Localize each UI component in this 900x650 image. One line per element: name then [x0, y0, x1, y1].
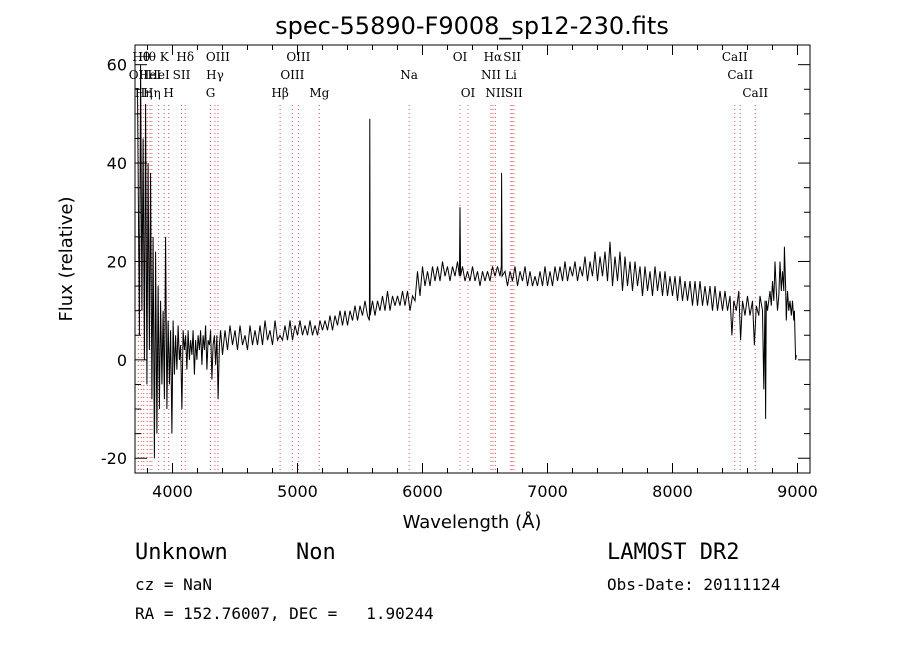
sky-coordinates: RA = 152.76007, DEC = 1.90244 — [135, 604, 434, 623]
y-tick-label-60: 60 — [107, 56, 127, 75]
line-label-21: NII — [481, 68, 501, 82]
line-label-23: NII — [485, 86, 505, 100]
line-label-12: Hγ — [206, 68, 224, 82]
y-tick-label--20: -20 — [101, 449, 127, 468]
line-label-27: CaII — [722, 50, 748, 64]
line-label-3: Hθ — [138, 50, 156, 64]
line-label-26: SII — [505, 86, 523, 100]
line-label-8: H — [163, 86, 173, 100]
x-tick-label-8000: 8000 — [652, 482, 693, 501]
axis-ticks — [135, 45, 810, 473]
line-label-1: Hθ — [132, 50, 150, 64]
x-tick-label-5000: 5000 — [277, 482, 318, 501]
line-label-7: K — [160, 50, 170, 64]
line-label-11: G — [206, 86, 216, 100]
line-label-29: CaII — [742, 86, 768, 100]
spectrum-chart: spec-55890-F9008_sp12-230.fits OII Hθ Hη Hθ… — [56, 12, 818, 533]
object-subclass: Non — [296, 540, 336, 565]
x-axis-label: Wavelength (Å) — [403, 511, 542, 533]
spectrum-line — [137, 64, 797, 459]
line-label-17: Mg — [309, 86, 329, 100]
line-label-6: HeI — [147, 68, 170, 82]
x-tick-label-7000: 7000 — [527, 482, 568, 501]
line-label-18: Na — [400, 68, 418, 82]
x-tick-label-4000: 4000 — [152, 482, 193, 501]
line-label-0: OII — [129, 68, 149, 82]
line-label-5: Hη — [143, 86, 161, 100]
observation-date: Obs-Date: 20111124 — [607, 575, 781, 594]
line-label-24: Li — [505, 68, 517, 82]
line-label-15: OIII — [280, 68, 304, 82]
line-label-13: OIII — [206, 50, 230, 64]
line-label-28: CaII — [727, 68, 753, 82]
redshift-value: cz = NaN — [135, 575, 213, 594]
x-tick-label-6000: 6000 — [402, 482, 443, 501]
y-tick-label-40: 40 — [107, 154, 127, 173]
line-label-19: OI — [453, 50, 468, 64]
line-label-22: Hα — [484, 50, 503, 64]
line-label-9: SII — [173, 68, 191, 82]
line-label-4: HeI — [139, 68, 162, 82]
y-axis-label: Flux (relative) — [56, 196, 77, 321]
y-tick-label-0: 0 — [117, 351, 127, 370]
plot-frame — [134, 44, 811, 474]
object-class: Unknown — [135, 540, 228, 565]
survey-name: LAMOST DR2 — [607, 540, 740, 565]
spectral-line-labels: OIIHθHηHθHeIHηHeIKHSIIHδGHγOIIIHβOIIIOII… — [129, 50, 769, 100]
y-tick-label-20: 20 — [107, 252, 127, 271]
line-label-10: Hδ — [176, 50, 194, 64]
axis-tick-labels: 4000 5000 6000 7000 8000 9000 -20 0 20 40 60 — [101, 56, 818, 501]
line-label-16: OIII — [286, 50, 310, 64]
line-label-25: SII — [503, 50, 521, 64]
x-tick-label-9000: 9000 — [777, 482, 818, 501]
chart-title: spec-55890-F9008_sp12-230.fits — [275, 12, 669, 40]
line-label-20: OI — [461, 86, 476, 100]
line-label-14: Hβ — [271, 86, 288, 100]
